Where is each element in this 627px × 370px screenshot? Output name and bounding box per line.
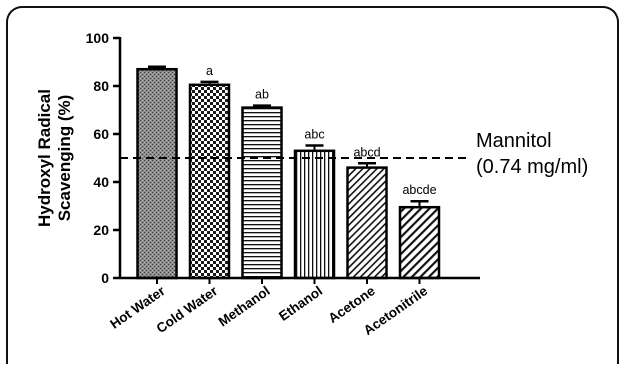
y-axis-title: Hydroxyl Radical Scavenging (%) <box>35 89 74 227</box>
significance-labels-group: a ab abc abcd abcde <box>206 64 437 197</box>
significance-label-ethanol: abc <box>304 128 324 142</box>
y-tick-label-40: 40 <box>93 174 109 190</box>
reference-label-line1: Mannitol <box>476 130 552 152</box>
bar-cold-water <box>188 83 231 280</box>
significance-label-acetonitrile: abcde <box>402 183 436 197</box>
y-axis-title-line2: Scavenging (%) <box>55 95 74 222</box>
error-bars-group <box>148 65 429 208</box>
bars-group <box>136 67 441 280</box>
y-tick-label-20: 20 <box>93 222 109 238</box>
significance-label-methanol: ab <box>255 88 269 102</box>
y-axis-title-line1: Hydroxyl Radical <box>35 89 54 227</box>
y-tick-label-100: 100 <box>86 30 110 46</box>
bar-acetonitrile <box>398 205 441 280</box>
x-tick-label-methanol: Methanol <box>216 283 273 329</box>
chart-frame <box>6 6 619 364</box>
bar-ethanol <box>293 149 336 280</box>
y-ticks-group: 0 20 40 60 80 100 <box>86 30 120 286</box>
bar-hot-water <box>136 67 178 280</box>
significance-label-acetone: abcd <box>353 145 380 159</box>
reference-label-line2: (0.74 mg/ml) <box>476 156 588 178</box>
reference-line-group: Mannitol (0.74 mg/ml) <box>120 130 588 178</box>
y-tick-label-80: 80 <box>93 78 109 94</box>
significance-label-cold-water: a <box>206 64 213 78</box>
y-tick-label-60: 60 <box>93 126 109 142</box>
x-tick-label-ethanol: Ethanol <box>276 283 325 324</box>
bar-methanol <box>241 106 283 280</box>
bar-acetone <box>346 166 388 280</box>
y-tick-label-0: 0 <box>101 270 109 286</box>
